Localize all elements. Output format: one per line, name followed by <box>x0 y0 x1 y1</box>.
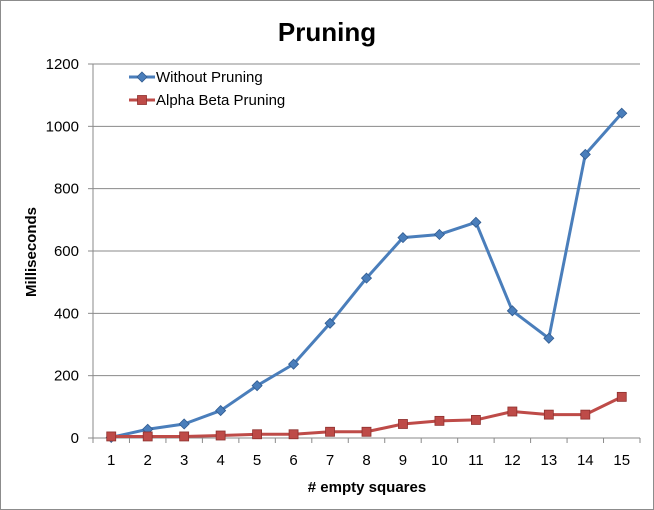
data-point <box>361 426 372 437</box>
x-tick-label: 7 <box>326 452 334 469</box>
legend-marker <box>136 71 148 83</box>
x-tick-label: 1 <box>107 452 115 469</box>
data-point <box>543 409 554 420</box>
series-1 <box>105 107 628 443</box>
data-point <box>507 406 518 417</box>
y-tick-label: 0 <box>71 430 79 447</box>
x-tick-label: 10 <box>431 452 448 469</box>
data-point <box>215 430 226 441</box>
data-point <box>178 418 190 430</box>
x-tick-label: 11 <box>468 452 484 469</box>
data-point <box>398 419 408 429</box>
y-tick-label: 200 <box>54 368 79 385</box>
data-point <box>288 358 300 370</box>
data-point <box>616 107 628 119</box>
data-point <box>215 405 227 417</box>
x-tick-label: 8 <box>362 452 370 469</box>
x-tick-label: 6 <box>289 452 297 469</box>
legend-label: Without Pruning <box>156 69 263 86</box>
data-point <box>397 232 409 244</box>
x-tick-label: 4 <box>216 452 224 469</box>
x-axis-title: # empty squares <box>308 479 426 496</box>
data-point <box>106 431 117 442</box>
data-point <box>434 415 445 426</box>
x-tick-label: 13 <box>540 452 557 469</box>
data-point <box>433 228 445 241</box>
y-tick-label: 1000 <box>46 118 79 135</box>
y-tick-label: 1200 <box>46 56 79 73</box>
axes <box>88 63 641 443</box>
data-point <box>543 332 555 344</box>
data-point <box>142 431 153 442</box>
data-point <box>579 148 591 160</box>
data-point <box>360 272 373 284</box>
x-tick-label: 3 <box>180 452 188 469</box>
data-point <box>616 391 627 402</box>
legend-marker <box>137 95 147 105</box>
chart-title: Pruning <box>278 17 376 47</box>
x-tick-label: 14 <box>577 452 594 469</box>
data-point <box>580 409 591 420</box>
x-tick-label: 5 <box>253 452 261 469</box>
legend-label: Alpha Beta Pruning <box>156 92 285 109</box>
data-point <box>252 429 263 440</box>
data-point <box>325 426 335 437</box>
x-tick-label: 12 <box>504 452 521 469</box>
data-point <box>470 415 481 425</box>
x-tick-label: 9 <box>399 452 407 469</box>
series-group <box>105 107 628 443</box>
series-2 <box>106 391 627 442</box>
data-point <box>288 429 299 440</box>
y-tick-label: 400 <box>54 305 79 322</box>
legend: Without Pruning Alpha Beta Pruning <box>129 69 285 109</box>
y-tick-label: 600 <box>54 243 79 260</box>
legend-entry: Without Pruning <box>129 69 263 86</box>
y-tick-label: 800 <box>54 181 79 198</box>
data-point <box>506 305 518 317</box>
y-tick-labels: 0 200 400 600 800 1000 1200 <box>46 56 79 447</box>
legend-entry: Alpha Beta Pruning <box>129 92 285 109</box>
x-tick-labels: 1 2 3 4 5 6 7 8 9 10 11 12 13 14 15 <box>107 452 630 469</box>
data-point <box>251 380 263 392</box>
data-point <box>179 431 190 442</box>
x-tick-label: 15 <box>613 452 630 469</box>
gridlines <box>93 63 640 377</box>
data-point <box>324 317 336 329</box>
x-tick-label: 2 <box>144 452 152 469</box>
data-point <box>470 216 482 228</box>
y-axis-title: Milliseconds <box>23 207 40 297</box>
